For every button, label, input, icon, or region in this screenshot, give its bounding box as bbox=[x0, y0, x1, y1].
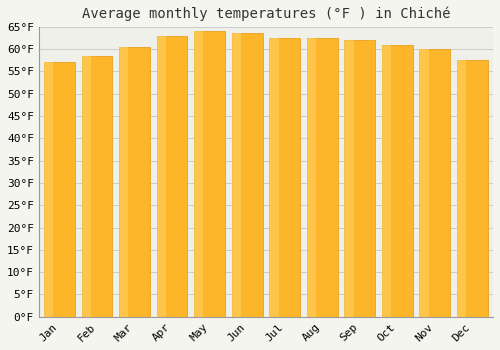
Bar bbox=[270, 38, 278, 317]
Bar bbox=[119, 47, 150, 317]
Bar bbox=[344, 40, 354, 317]
Bar bbox=[382, 45, 391, 317]
Bar bbox=[119, 47, 128, 317]
Bar bbox=[194, 31, 203, 317]
Bar bbox=[232, 34, 241, 317]
Bar bbox=[232, 34, 262, 317]
Bar bbox=[156, 36, 188, 317]
Bar bbox=[344, 40, 375, 317]
Bar bbox=[82, 56, 91, 317]
Bar bbox=[382, 45, 412, 317]
Title: Average monthly temperatures (°F ) in Chiché: Average monthly temperatures (°F ) in Ch… bbox=[82, 7, 450, 21]
Bar bbox=[156, 36, 166, 317]
Bar bbox=[307, 38, 338, 317]
Bar bbox=[420, 49, 428, 317]
Bar bbox=[270, 38, 300, 317]
Bar bbox=[194, 31, 225, 317]
Bar bbox=[457, 60, 466, 317]
Bar bbox=[307, 38, 316, 317]
Bar bbox=[420, 49, 450, 317]
Bar bbox=[44, 62, 75, 317]
Bar bbox=[82, 56, 112, 317]
Bar bbox=[457, 60, 488, 317]
Bar bbox=[44, 62, 54, 317]
